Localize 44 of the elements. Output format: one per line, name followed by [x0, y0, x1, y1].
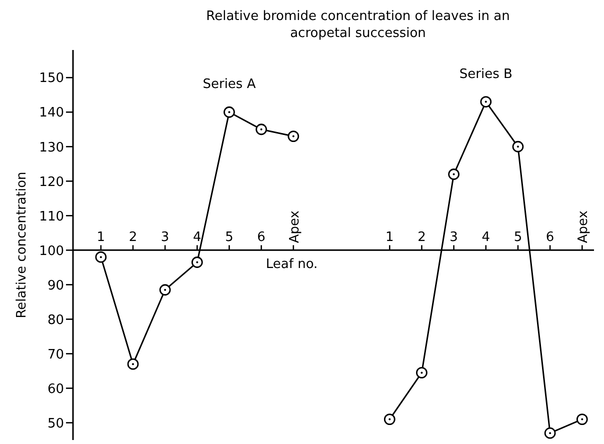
- x-tick-label: 4: [193, 230, 202, 246]
- y-axis-title: Relative concentration: [14, 172, 30, 318]
- point: [416, 367, 428, 378]
- y-tick-label: 120: [39, 174, 64, 190]
- x-tick-label: 6: [546, 230, 554, 246]
- x-tick-label: 3: [160, 230, 170, 246]
- y-tick-label: 70: [47, 347, 64, 362]
- x-tick-label: 5: [514, 230, 522, 246]
- x-tick-label: Apex: [576, 210, 592, 244]
- point: [95, 251, 107, 263]
- x-tick-label: 3: [450, 230, 458, 246]
- y-tick-label: 130: [39, 140, 64, 156]
- y-tick-label: 50: [47, 416, 64, 432]
- y-tick-label: 150: [39, 71, 64, 86]
- point: [576, 414, 588, 425]
- point: [384, 414, 396, 425]
- point: [512, 140, 524, 152]
- point: [191, 256, 203, 268]
- point: [544, 427, 556, 439]
- x-tick-label: 1: [96, 230, 106, 246]
- point: [127, 358, 139, 370]
- point: [159, 284, 171, 296]
- y-tick-label: 100: [39, 244, 64, 259]
- y-tick-label: 90: [47, 278, 64, 294]
- chart-title: Relative bromide concentration of leaves in an acropetal succession: [205, 8, 511, 42]
- point: [448, 168, 460, 180]
- series-label: Series B: [459, 66, 512, 82]
- x-tick-label: Apex: [287, 210, 302, 244]
- point: [480, 96, 492, 108]
- point: [224, 106, 235, 118]
- y-tick-label: 140: [39, 106, 64, 121]
- x-tick-label: 2: [128, 230, 138, 246]
- x-tick-label: 6: [257, 230, 266, 246]
- point: [256, 124, 268, 136]
- x-tick-label: 2: [418, 230, 426, 246]
- y-tick-label: 110: [39, 209, 64, 224]
- y-tick-label: 80: [47, 312, 64, 328]
- x-axis-title: Leaf no.: [266, 257, 318, 272]
- x-tick-label: 4: [482, 230, 490, 246]
- x-tick-label: 5: [225, 230, 234, 246]
- x-tick-label: 1: [386, 230, 394, 246]
- series-label: Series A: [202, 77, 256, 92]
- point: [288, 130, 300, 142]
- y-tick-label: 60: [47, 382, 64, 397]
